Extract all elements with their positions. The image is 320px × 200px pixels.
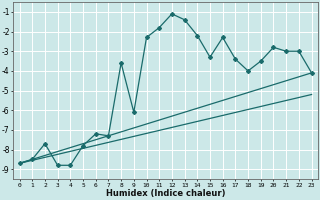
X-axis label: Humidex (Indice chaleur): Humidex (Indice chaleur) xyxy=(106,189,225,198)
